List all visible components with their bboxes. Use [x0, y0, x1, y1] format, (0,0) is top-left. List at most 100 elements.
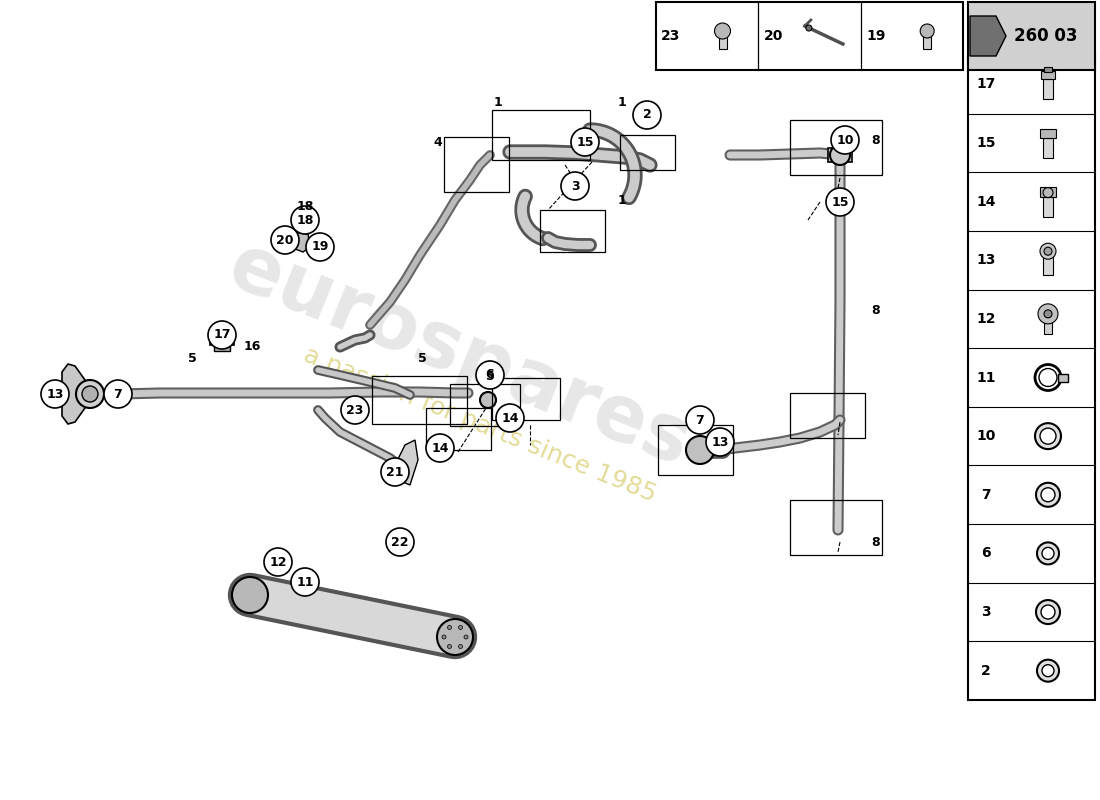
Text: 13: 13 [46, 387, 64, 401]
Bar [1058, 374, 1068, 382]
Circle shape [232, 577, 268, 613]
Circle shape [1040, 428, 1056, 444]
Circle shape [208, 321, 236, 349]
Text: 2: 2 [981, 664, 991, 678]
Text: 7: 7 [113, 387, 122, 401]
Text: 12: 12 [977, 312, 996, 326]
Text: 20: 20 [763, 29, 783, 43]
Circle shape [381, 458, 409, 486]
Bar [1043, 197, 1053, 217]
Polygon shape [970, 16, 1007, 56]
Circle shape [459, 645, 462, 649]
Text: 19: 19 [866, 29, 886, 43]
Text: 17: 17 [977, 78, 996, 91]
Text: 19: 19 [311, 241, 329, 254]
Circle shape [426, 434, 454, 462]
Circle shape [1036, 482, 1060, 506]
Circle shape [76, 380, 104, 408]
Text: 17: 17 [213, 329, 231, 342]
Bar [1044, 67, 1052, 72]
Circle shape [1035, 423, 1062, 449]
Circle shape [82, 386, 98, 402]
Circle shape [1038, 304, 1058, 324]
Circle shape [830, 126, 859, 154]
Text: 14: 14 [977, 194, 996, 209]
Bar [620, 135, 675, 170]
Text: 15: 15 [832, 195, 849, 209]
Text: 13: 13 [712, 435, 728, 449]
Bar [492, 110, 590, 160]
Circle shape [571, 128, 600, 156]
Text: 14: 14 [431, 442, 449, 454]
Text: 7: 7 [981, 488, 991, 502]
Circle shape [1041, 488, 1055, 502]
Text: 6: 6 [486, 369, 494, 382]
Text: 22: 22 [392, 535, 409, 549]
Text: 18: 18 [296, 201, 314, 214]
Text: 5: 5 [418, 351, 427, 365]
Text: 11: 11 [296, 575, 314, 589]
Bar [372, 376, 468, 424]
Text: 23: 23 [661, 29, 681, 43]
Bar [658, 425, 733, 475]
Circle shape [442, 635, 446, 639]
Bar [1043, 255, 1053, 275]
Text: 14: 14 [502, 411, 519, 425]
Text: 13: 13 [977, 254, 996, 267]
Text: 23: 23 [346, 403, 364, 417]
Text: 5: 5 [188, 351, 197, 365]
Circle shape [1036, 600, 1060, 624]
Text: 10: 10 [977, 429, 996, 443]
Circle shape [806, 25, 812, 31]
Text: eurospares: eurospares [218, 228, 702, 482]
Bar [210, 329, 234, 345]
Bar [828, 148, 852, 162]
Circle shape [1041, 605, 1055, 619]
Circle shape [1044, 310, 1052, 318]
Text: 1: 1 [494, 97, 503, 110]
Circle shape [104, 380, 132, 408]
Circle shape [561, 172, 588, 200]
Polygon shape [62, 364, 85, 424]
Bar [1043, 138, 1053, 158]
Text: 11: 11 [977, 370, 996, 385]
Text: 15: 15 [977, 136, 996, 150]
Text: 1: 1 [617, 97, 626, 110]
Text: 12: 12 [270, 555, 287, 569]
Circle shape [921, 24, 934, 38]
Text: 5: 5 [485, 370, 494, 383]
Text: 7: 7 [695, 414, 704, 426]
Bar [444, 137, 509, 192]
Text: 2: 2 [642, 109, 651, 122]
Polygon shape [290, 232, 310, 252]
Circle shape [686, 436, 714, 464]
Bar [790, 393, 865, 438]
Circle shape [686, 406, 714, 434]
Circle shape [292, 206, 319, 234]
Bar [492, 378, 560, 420]
Circle shape [386, 528, 414, 556]
Bar [426, 408, 491, 450]
Text: 1: 1 [617, 194, 626, 206]
Circle shape [341, 396, 368, 424]
Circle shape [448, 645, 451, 649]
Circle shape [459, 626, 462, 630]
Circle shape [830, 145, 850, 165]
Circle shape [715, 23, 730, 39]
Circle shape [496, 404, 524, 432]
Circle shape [306, 233, 334, 261]
Circle shape [1042, 665, 1054, 677]
Bar [790, 120, 882, 175]
Circle shape [437, 619, 473, 655]
Circle shape [476, 361, 504, 389]
Bar [656, 2, 962, 70]
Circle shape [1044, 247, 1052, 255]
Bar [1040, 129, 1056, 138]
Text: a passion for parts since 1985: a passion for parts since 1985 [300, 343, 660, 507]
Text: 8: 8 [871, 134, 880, 146]
Circle shape [1040, 243, 1056, 259]
Polygon shape [395, 440, 418, 485]
Text: 8: 8 [871, 535, 880, 549]
Text: 260 03: 260 03 [1014, 27, 1078, 45]
Text: 8: 8 [871, 303, 880, 317]
